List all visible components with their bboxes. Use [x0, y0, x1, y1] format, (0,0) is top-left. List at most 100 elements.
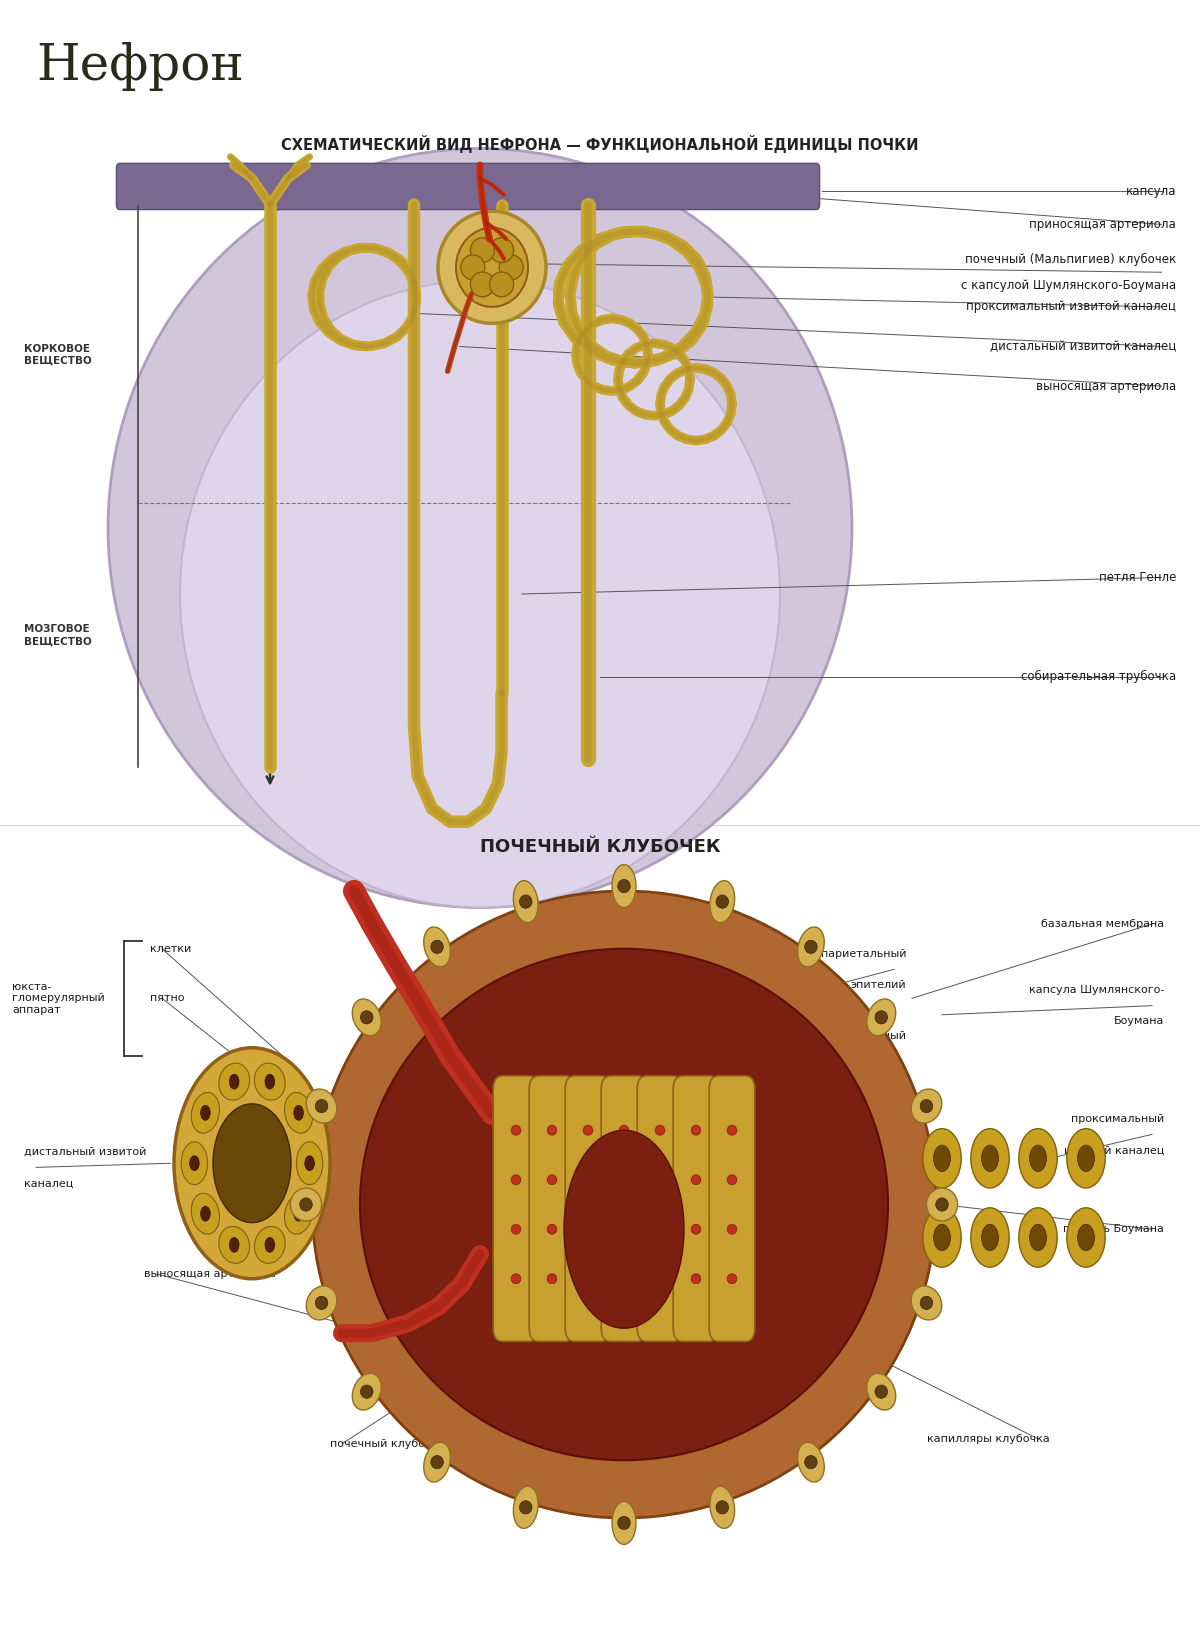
Ellipse shape — [875, 1384, 888, 1398]
Ellipse shape — [710, 881, 734, 922]
Ellipse shape — [218, 1226, 250, 1264]
Ellipse shape — [583, 1125, 593, 1135]
Ellipse shape — [655, 1224, 665, 1234]
Ellipse shape — [805, 940, 817, 954]
Ellipse shape — [911, 1285, 942, 1320]
Text: эпителий: эпителий — [851, 980, 906, 990]
FancyBboxPatch shape — [565, 1076, 611, 1341]
Ellipse shape — [360, 1011, 373, 1025]
Ellipse shape — [360, 1384, 373, 1398]
Ellipse shape — [612, 865, 636, 908]
Ellipse shape — [424, 927, 450, 967]
Text: СХЕМАТИЧЕСКИЙ ВИД НЕФРОНА — ФУНКЦИОНАЛЬНОЙ ЕДИНИЦЫ ПОЧКИ: СХЕМАТИЧЕСКИЙ ВИД НЕФРОНА — ФУНКЦИОНАЛЬН… — [281, 135, 919, 153]
Text: почечный клубочек: почечный клубочек — [330, 1439, 445, 1449]
Ellipse shape — [511, 1125, 521, 1135]
Ellipse shape — [200, 1206, 210, 1221]
Text: капилляры клубочка: капилляры клубочка — [928, 1434, 1050, 1444]
Ellipse shape — [353, 1373, 382, 1411]
Ellipse shape — [619, 1224, 629, 1234]
Ellipse shape — [200, 1106, 210, 1120]
Text: капсула: капсула — [1126, 185, 1176, 198]
Ellipse shape — [982, 1145, 998, 1172]
Ellipse shape — [294, 1206, 304, 1221]
Ellipse shape — [583, 1224, 593, 1234]
Ellipse shape — [254, 1063, 286, 1101]
Ellipse shape — [174, 1048, 330, 1279]
Ellipse shape — [926, 1188, 958, 1221]
Ellipse shape — [805, 1455, 817, 1468]
Ellipse shape — [190, 1155, 199, 1172]
Ellipse shape — [265, 1238, 275, 1252]
Ellipse shape — [727, 1274, 737, 1284]
Ellipse shape — [1030, 1145, 1046, 1172]
Ellipse shape — [727, 1224, 737, 1234]
Ellipse shape — [254, 1226, 286, 1264]
Ellipse shape — [511, 1274, 521, 1284]
Ellipse shape — [920, 1297, 932, 1310]
Ellipse shape — [191, 1092, 220, 1134]
Text: висцеральный: висцеральный — [821, 1031, 906, 1041]
FancyBboxPatch shape — [601, 1076, 647, 1341]
Ellipse shape — [710, 1487, 734, 1528]
Ellipse shape — [511, 1224, 521, 1234]
Ellipse shape — [296, 1142, 323, 1185]
Ellipse shape — [290, 1188, 322, 1221]
Ellipse shape — [1030, 1224, 1046, 1251]
Ellipse shape — [431, 1455, 443, 1468]
Ellipse shape — [798, 1442, 824, 1482]
Ellipse shape — [655, 1274, 665, 1284]
Ellipse shape — [618, 879, 630, 893]
Text: пятно: пятно — [150, 993, 185, 1003]
FancyBboxPatch shape — [529, 1076, 575, 1341]
Ellipse shape — [564, 1130, 684, 1328]
Ellipse shape — [229, 1238, 239, 1252]
Ellipse shape — [470, 272, 494, 297]
Text: выносящая артериола: выносящая артериола — [144, 1269, 276, 1279]
Ellipse shape — [305, 1155, 314, 1172]
Ellipse shape — [1078, 1224, 1094, 1251]
Text: с капсулой Шумлянского-Боумана: с капсулой Шумлянского-Боумана — [961, 279, 1176, 292]
Ellipse shape — [265, 1074, 275, 1089]
Ellipse shape — [294, 1106, 304, 1120]
Ellipse shape — [306, 1285, 337, 1320]
Ellipse shape — [316, 1099, 328, 1112]
Ellipse shape — [424, 1442, 450, 1482]
Text: выносящая артериола: выносящая артериола — [1036, 380, 1176, 393]
Text: извитой каналец: извитой каналец — [1063, 1145, 1164, 1155]
Ellipse shape — [547, 1175, 557, 1185]
Ellipse shape — [727, 1175, 737, 1185]
Ellipse shape — [514, 881, 538, 922]
Ellipse shape — [490, 272, 514, 297]
Ellipse shape — [108, 148, 852, 908]
Ellipse shape — [499, 254, 523, 280]
Ellipse shape — [911, 1089, 942, 1124]
Text: приносящая артериола: приносящая артериола — [1030, 218, 1176, 231]
Ellipse shape — [716, 1502, 728, 1515]
Ellipse shape — [691, 1125, 701, 1135]
Ellipse shape — [456, 228, 528, 307]
Ellipse shape — [716, 894, 728, 908]
Ellipse shape — [353, 998, 382, 1036]
Ellipse shape — [1019, 1129, 1057, 1188]
Ellipse shape — [470, 238, 494, 262]
Ellipse shape — [300, 1198, 312, 1211]
Ellipse shape — [547, 1274, 557, 1284]
Text: петля Генле: петля Генле — [1099, 571, 1176, 584]
Text: почечный (Мальпигиев) клубочек: почечный (Мальпигиев) клубочек — [965, 252, 1176, 266]
Ellipse shape — [618, 1516, 630, 1530]
Text: Боумана: Боумана — [1114, 1016, 1164, 1026]
Text: ПОЧЕЧНЫЙ КЛУБОЧЕК: ПОЧЕЧНЫЙ КЛУБОЧЕК — [480, 838, 720, 856]
Ellipse shape — [520, 894, 532, 908]
Text: юкста-
гломерулярный
аппарат: юкста- гломерулярный аппарат — [12, 982, 104, 1015]
FancyBboxPatch shape — [637, 1076, 683, 1341]
Ellipse shape — [971, 1129, 1009, 1188]
Ellipse shape — [920, 1099, 932, 1112]
Ellipse shape — [1067, 1208, 1105, 1267]
Ellipse shape — [727, 1125, 737, 1135]
Ellipse shape — [934, 1145, 950, 1172]
Text: клетки: клетки — [150, 944, 191, 954]
Ellipse shape — [982, 1224, 998, 1251]
FancyBboxPatch shape — [673, 1076, 719, 1341]
Ellipse shape — [511, 1175, 521, 1185]
Ellipse shape — [431, 940, 443, 954]
